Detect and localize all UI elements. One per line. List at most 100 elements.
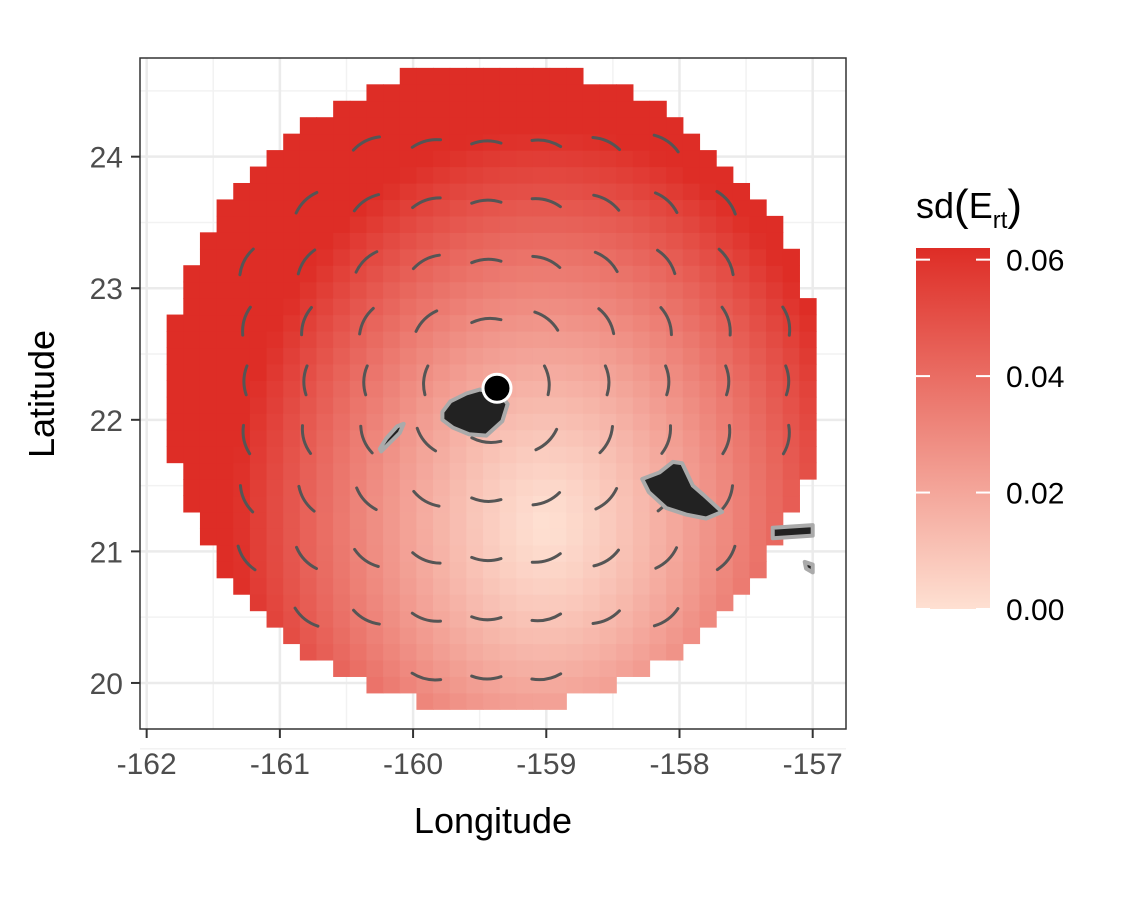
heat-tile xyxy=(383,100,401,118)
legend-tick-label: 0.00 xyxy=(1006,594,1064,627)
heat-tile xyxy=(682,265,701,283)
heat-tile xyxy=(582,577,601,595)
heat-tile xyxy=(632,182,651,201)
heat-tile xyxy=(383,84,401,102)
heat-tile xyxy=(349,561,368,579)
heat-tile xyxy=(299,511,318,529)
heat-tile xyxy=(516,347,534,365)
heat-tile xyxy=(483,462,501,480)
heat-tile xyxy=(216,380,234,398)
heat-tile xyxy=(749,298,767,316)
heat-tile xyxy=(499,133,517,151)
heat-tile xyxy=(549,347,567,365)
heat-tile xyxy=(333,347,351,365)
heat-tile xyxy=(416,594,434,612)
heat-tile xyxy=(516,84,534,102)
heat-tile xyxy=(349,314,368,332)
heat-tile xyxy=(549,380,567,398)
heat-tile xyxy=(383,281,401,299)
heat-tile xyxy=(383,199,401,217)
heat-tile xyxy=(183,331,201,349)
heat-tile xyxy=(599,577,617,595)
heat-tile xyxy=(749,380,767,398)
heat-tile xyxy=(449,446,467,464)
heat-tile xyxy=(416,314,434,332)
heat-tile xyxy=(283,380,301,398)
heat-tile xyxy=(333,199,351,217)
heat-tile xyxy=(283,627,301,645)
heat-tile xyxy=(782,314,800,332)
heat-tile xyxy=(599,182,617,201)
heat-tile xyxy=(483,692,501,710)
heat-tile xyxy=(599,479,617,497)
heat-tile xyxy=(416,100,434,118)
heat-tile xyxy=(732,265,751,283)
heat-tile xyxy=(349,594,368,612)
heat-tile xyxy=(249,199,268,217)
heat-tile xyxy=(782,248,800,266)
heat-tile xyxy=(799,429,817,447)
heat-tile xyxy=(399,676,418,694)
x-tick-label: -159 xyxy=(516,748,576,781)
heat-tile xyxy=(383,594,401,612)
heat-tile xyxy=(699,363,717,381)
heat-tile xyxy=(749,331,767,349)
heat-tile xyxy=(399,248,418,266)
heat-tile xyxy=(333,561,351,579)
heat-tile xyxy=(699,298,717,316)
heat-tile xyxy=(483,627,501,645)
heat-tile xyxy=(499,100,517,118)
heat-tile xyxy=(582,150,601,168)
legend-title-paren-open: ( xyxy=(954,181,969,230)
heat-tile xyxy=(416,511,434,529)
heat-tile xyxy=(516,166,534,184)
heat-tile xyxy=(449,248,467,266)
heat-tile xyxy=(299,627,318,645)
heat-tile xyxy=(499,84,517,102)
heat-tile xyxy=(249,544,268,562)
heat-tile xyxy=(516,281,534,299)
heat-tile xyxy=(299,133,318,151)
heat-tile xyxy=(266,594,284,612)
heat-tile xyxy=(716,347,734,365)
heat-tile xyxy=(616,511,634,529)
heat-tile xyxy=(216,495,234,513)
heat-tile xyxy=(249,182,268,201)
heat-tile xyxy=(216,561,234,579)
heat-tile xyxy=(632,495,651,513)
heat-tile xyxy=(266,511,284,529)
heat-tile xyxy=(616,298,634,316)
contour-segment xyxy=(410,671,443,682)
heat-tile xyxy=(632,133,651,151)
heat-tile xyxy=(799,331,817,349)
heat-tile xyxy=(416,215,434,233)
heat-tile xyxy=(566,396,584,414)
heat-tile xyxy=(433,528,451,546)
heat-tile xyxy=(666,215,684,233)
heat-tile xyxy=(433,331,451,349)
heat-tile xyxy=(349,643,368,661)
heat-tile xyxy=(782,265,800,283)
heat-tile xyxy=(666,643,684,661)
heat-tile xyxy=(449,314,467,332)
heat-tile xyxy=(266,462,284,480)
heat-tile xyxy=(449,117,467,135)
heat-tile xyxy=(582,544,601,562)
x-axis: -162 -161 -160 -159 -158 -157 xyxy=(117,729,843,781)
heat-tile xyxy=(349,100,368,118)
heat-tile xyxy=(532,232,551,250)
heat-tile xyxy=(566,199,584,217)
heat-tile xyxy=(199,429,218,447)
heat-tile xyxy=(766,314,784,332)
heat-tile xyxy=(649,363,667,381)
heat-tile xyxy=(416,413,434,431)
heat-tile xyxy=(249,380,268,398)
heat-tile xyxy=(766,265,784,283)
heat-tile xyxy=(499,495,517,513)
contour-segment xyxy=(302,364,309,397)
heat-tile xyxy=(716,232,734,250)
heat-tile xyxy=(366,627,384,645)
heat-tile xyxy=(749,396,767,414)
heat-tile xyxy=(366,150,384,168)
heat-tile xyxy=(166,347,184,365)
